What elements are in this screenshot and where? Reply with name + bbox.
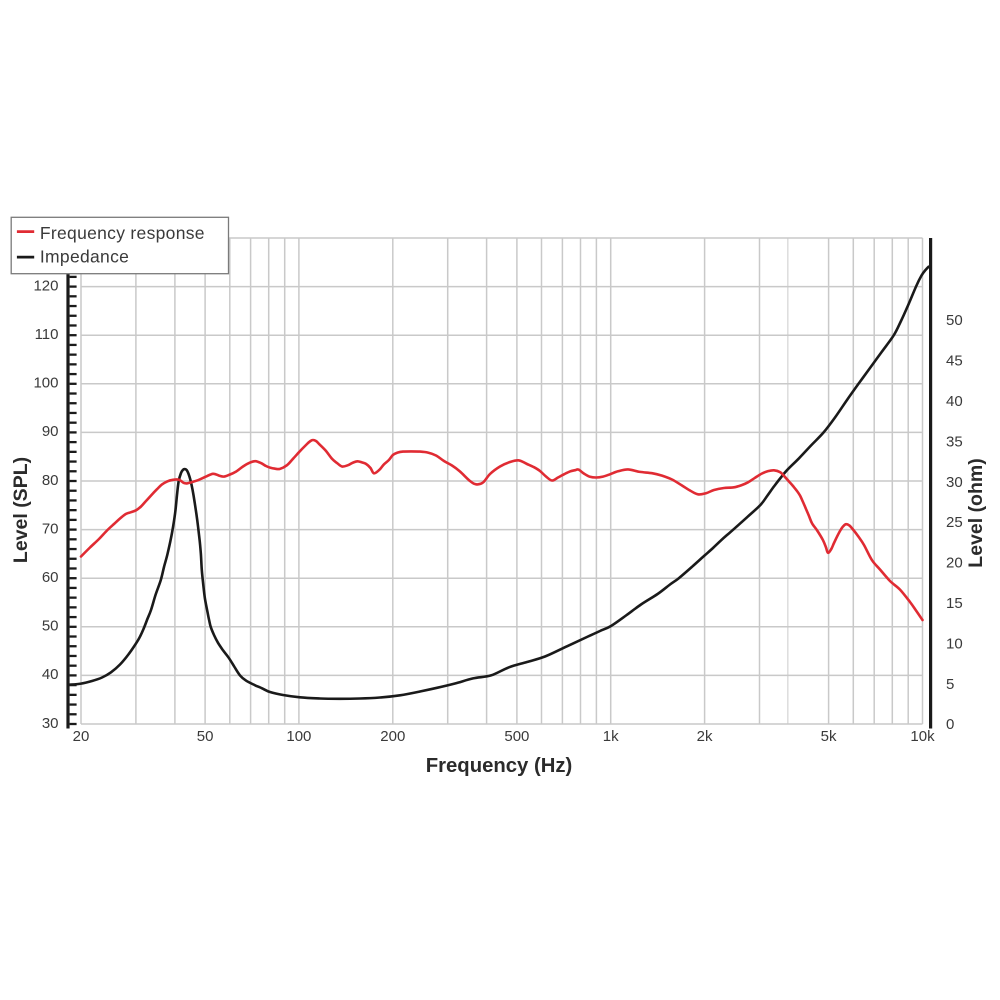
svg-text:100: 100	[286, 728, 311, 745]
svg-text:10: 10	[946, 635, 963, 652]
svg-text:20: 20	[946, 555, 963, 572]
svg-text:Impedance: Impedance	[40, 246, 129, 266]
svg-text:5k: 5k	[821, 728, 837, 745]
svg-text:Level (SPL): Level (SPL)	[10, 457, 32, 563]
svg-text:90: 90	[42, 423, 59, 440]
svg-text:0: 0	[946, 716, 954, 733]
svg-text:120: 120	[33, 277, 58, 294]
svg-text:100: 100	[33, 375, 58, 392]
svg-text:30: 30	[946, 474, 963, 491]
svg-text:40: 40	[946, 393, 963, 410]
svg-text:25: 25	[946, 514, 963, 531]
svg-text:15: 15	[946, 595, 963, 612]
svg-text:Frequency response: Frequency response	[40, 223, 205, 243]
svg-text:50: 50	[42, 618, 59, 635]
svg-text:5: 5	[946, 676, 954, 693]
svg-text:35: 35	[946, 433, 963, 450]
svg-text:60: 60	[42, 569, 59, 586]
svg-text:45: 45	[946, 353, 963, 370]
svg-text:1k: 1k	[603, 728, 619, 745]
svg-text:50: 50	[946, 312, 963, 329]
svg-text:200: 200	[380, 728, 405, 745]
svg-text:Frequency (Hz): Frequency (Hz)	[426, 755, 573, 777]
svg-text:20: 20	[73, 728, 90, 745]
svg-text:500: 500	[504, 728, 529, 745]
svg-text:70: 70	[42, 520, 59, 537]
svg-text:Level (ohm): Level (ohm)	[965, 458, 987, 567]
svg-text:40: 40	[42, 666, 59, 683]
svg-text:50: 50	[197, 728, 214, 745]
svg-text:80: 80	[42, 472, 59, 489]
svg-text:30: 30	[42, 715, 59, 732]
svg-text:110: 110	[35, 326, 59, 343]
svg-text:2k: 2k	[697, 728, 713, 745]
svg-text:10k: 10k	[910, 728, 935, 745]
